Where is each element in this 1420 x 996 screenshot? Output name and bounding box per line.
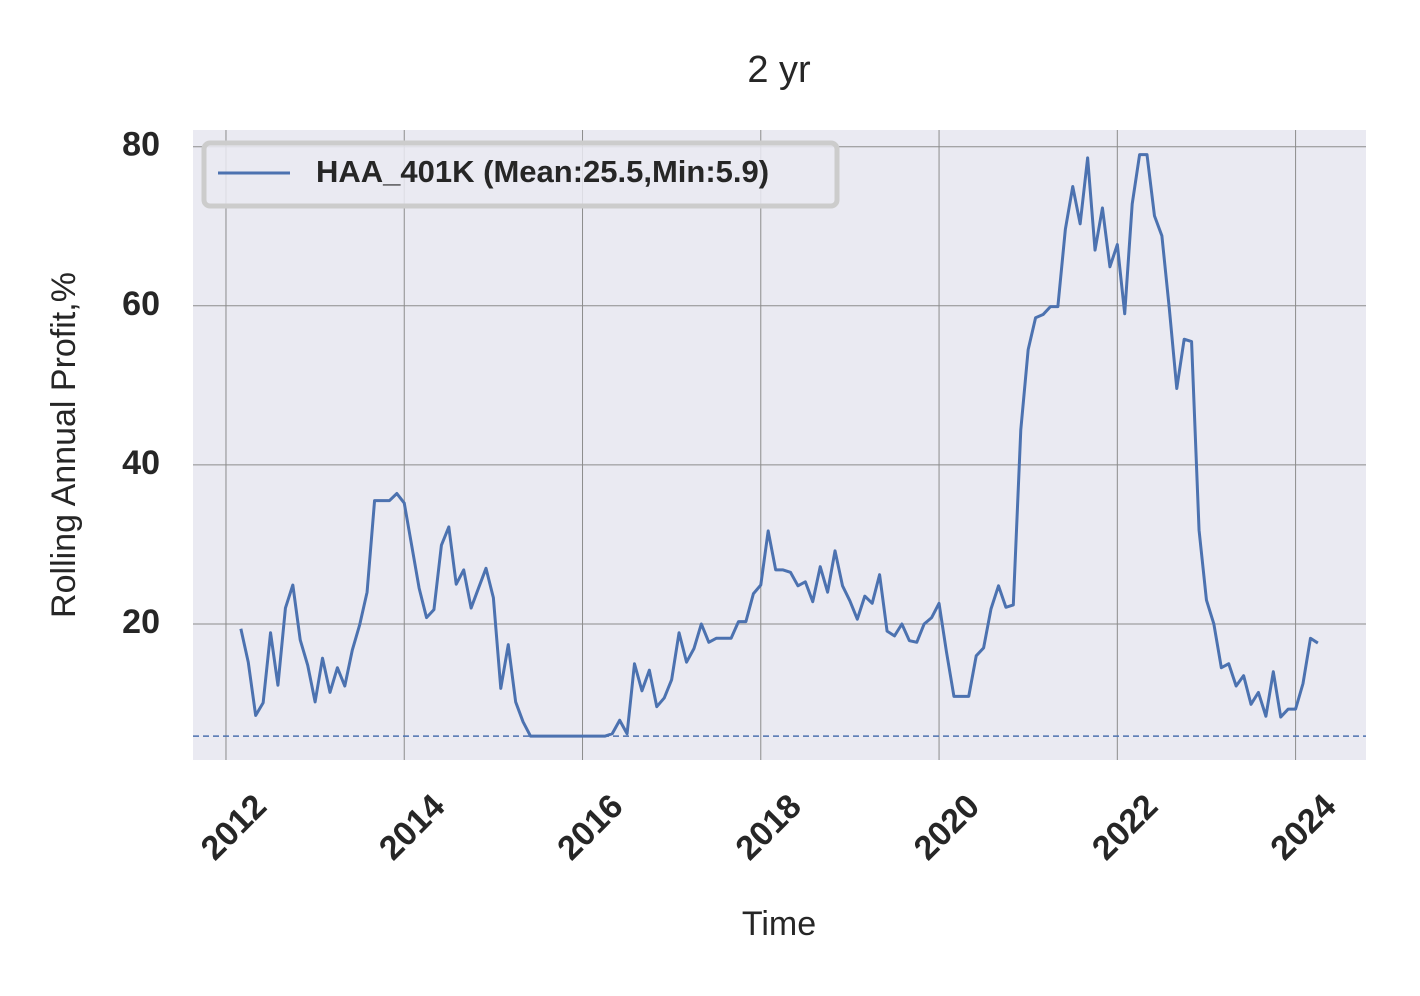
x-tick-label: 2014 xyxy=(372,787,452,867)
x-tick-label: 2022 xyxy=(1085,787,1165,867)
legend: HAA_401K (Mean:25.5,Min:5.9) xyxy=(201,140,840,209)
x-tick-label: 2012 xyxy=(194,787,274,867)
x-tick-label: 2024 xyxy=(1263,787,1343,867)
y-tick-label: 40 xyxy=(122,444,160,482)
chart-title: 2 yr xyxy=(747,49,811,91)
y-tick-label: 80 xyxy=(122,126,160,164)
y-axis-label: Rolling Annual Profit,% xyxy=(45,272,83,618)
series-line xyxy=(239,153,1319,738)
legend-label: HAA_401K (Mean:25.5,Min:5.9) xyxy=(316,154,769,189)
x-tick-label: 2016 xyxy=(550,787,630,867)
x-tick-label: 2018 xyxy=(728,787,808,867)
y-tick-label: 60 xyxy=(122,285,160,323)
legend-box xyxy=(201,140,840,209)
marks xyxy=(193,153,1366,738)
y-tick-label: 20 xyxy=(122,603,160,641)
plot-area xyxy=(193,130,1366,760)
x-axis-label: Time xyxy=(742,905,816,943)
x-tick-label: 2020 xyxy=(907,787,987,867)
